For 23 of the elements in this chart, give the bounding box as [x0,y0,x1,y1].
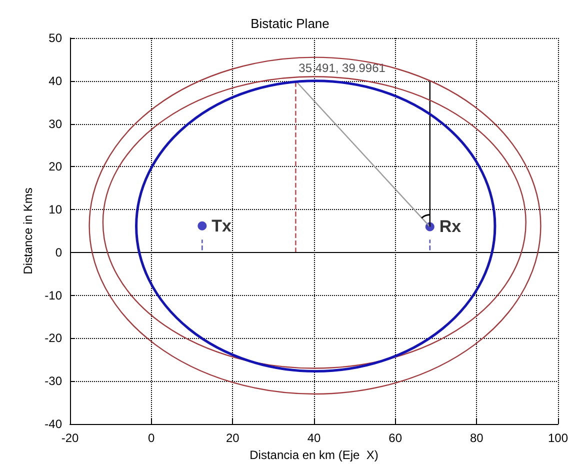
chart-title: Bistatic Plane [250,16,330,31]
x-tick-label: 80 [470,431,484,445]
x-tick-label: 60 [388,431,402,445]
series-label: Tx [212,216,232,236]
x-tick-label: 20 [226,431,240,445]
series-label: Rx [439,217,462,236]
y-tick-label: 10 [48,202,62,217]
x-tick-label: 40 [307,431,321,445]
y-tick-label: -20 [44,331,62,346]
y-tick-label: -40 [44,417,62,431]
y-axis-title: Distance in Kms [20,188,35,274]
x-tick-label: 100 [548,431,568,445]
y-tick-label: 30 [48,116,62,131]
y-tick-label: -30 [44,374,62,388]
annotation: 35.491, 39.9961 [298,60,386,75]
x-axis-title: Distancia en km (Eje X) [250,448,378,462]
y-tick-label: 50 [48,31,62,45]
x-tick-label: -20 [61,431,79,445]
y-tick-label: 0 [55,245,62,260]
y-tick-label: 40 [48,74,62,88]
y-tick-label: 20 [48,160,62,174]
x-tick-label: 0 [148,431,155,445]
y-tick-label: -10 [44,288,62,302]
